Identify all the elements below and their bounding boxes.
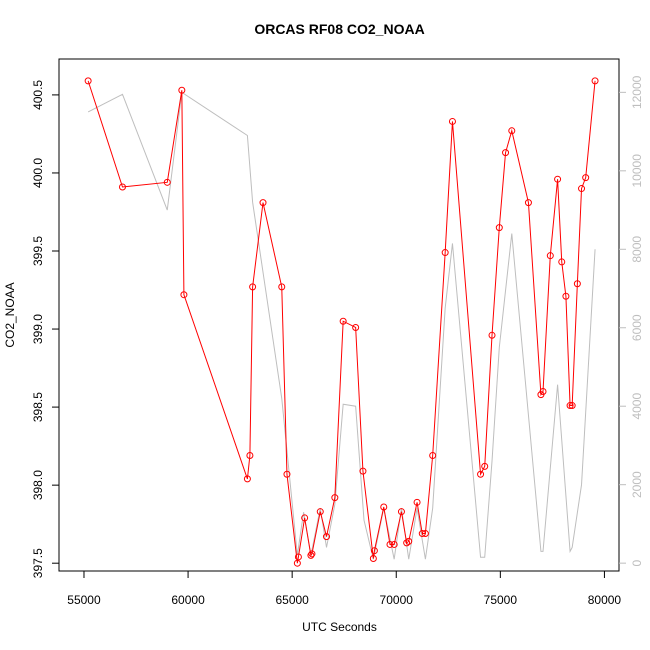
data-point <box>488 331 496 339</box>
data-point <box>301 514 309 522</box>
data-point <box>418 530 426 538</box>
data-point <box>307 551 315 559</box>
data-point <box>397 508 405 516</box>
y-tick-label: 400.5 <box>31 80 45 110</box>
data-point <box>246 451 254 459</box>
data-point <box>283 470 291 478</box>
data-point <box>308 550 316 558</box>
y-axis: 397.5 398.0 398.5 399.0 399.5 400.0 400.5 <box>31 80 59 578</box>
y-tick-label: 398.5 <box>31 392 45 422</box>
series-line-secondary <box>87 91 596 560</box>
data-point <box>591 77 599 85</box>
data-point <box>323 533 331 541</box>
data-point <box>278 283 286 291</box>
x-tick-label: 70000 <box>380 593 414 607</box>
y2-tick-label: 10000 <box>630 154 644 188</box>
data-point <box>495 224 503 232</box>
series-layer <box>84 77 599 567</box>
data-point <box>386 540 394 548</box>
y-tick-label: 398.0 <box>31 470 45 500</box>
data-point <box>429 451 437 459</box>
y-tick-label: 399.0 <box>31 314 45 344</box>
data-point <box>539 387 547 395</box>
y-axis-label: CO2_NOAA <box>3 282 17 347</box>
y-tick-label: 399.5 <box>31 236 45 266</box>
data-point <box>180 291 188 299</box>
x-tick-label: 60000 <box>171 593 205 607</box>
y2-tick-label: 6000 <box>630 314 644 341</box>
data-point <box>359 467 367 475</box>
data-point <box>369 555 377 563</box>
data-point <box>481 462 489 470</box>
data-point <box>413 498 421 506</box>
data-point <box>331 494 339 502</box>
x-axis-label: UTC Seconds <box>302 620 377 634</box>
data-point <box>339 317 347 325</box>
data-point <box>405 537 413 545</box>
plot-frame <box>58 58 620 572</box>
data-point <box>294 553 302 561</box>
data-point <box>566 402 574 410</box>
data-point <box>562 292 570 300</box>
data-point <box>448 117 456 125</box>
data-point <box>578 185 586 193</box>
data-point <box>546 252 554 260</box>
data-point <box>352 323 360 331</box>
data-point <box>524 199 532 207</box>
y2-tick-label: 8000 <box>630 236 644 263</box>
data-point <box>178 86 186 94</box>
y2-axis: 0 2000 4000 6000 8000 10000 12000 <box>619 75 644 566</box>
data-point <box>316 508 324 516</box>
data-point <box>568 402 576 410</box>
data-point <box>249 283 257 291</box>
y-tick-label: 400.0 <box>31 158 45 188</box>
data-point <box>573 280 581 288</box>
x-axis: 55000 60000 65000 70000 75000 80000 <box>67 571 621 607</box>
data-point <box>441 249 449 257</box>
data-point <box>118 183 126 191</box>
y2-tick-label: 4000 <box>630 393 644 420</box>
chart-title: ORCAS RF08 CO2_NOAA <box>254 21 424 37</box>
data-point <box>403 539 411 547</box>
data-point <box>84 77 92 85</box>
x-tick-label: 80000 <box>588 593 622 607</box>
y2-tick-label: 12000 <box>630 75 644 109</box>
data-point <box>259 199 267 207</box>
data-point <box>558 258 566 266</box>
data-point <box>243 475 251 483</box>
data-point <box>477 470 485 478</box>
data-point <box>370 547 378 555</box>
x-tick-label: 55000 <box>67 593 101 607</box>
data-point <box>163 178 171 186</box>
data-point <box>508 127 516 135</box>
data-point <box>421 530 429 538</box>
data-point <box>502 149 510 157</box>
y2-tick-label: 0 <box>630 559 644 566</box>
data-point <box>390 540 398 548</box>
y2-tick-label: 2000 <box>630 471 644 498</box>
series-line-co2 <box>87 80 596 564</box>
data-point <box>380 503 388 511</box>
data-point <box>554 175 562 183</box>
x-tick-label: 65000 <box>275 593 309 607</box>
data-point <box>582 174 590 182</box>
x-tick-label: 75000 <box>484 593 518 607</box>
y-tick-label: 397.5 <box>31 548 45 578</box>
